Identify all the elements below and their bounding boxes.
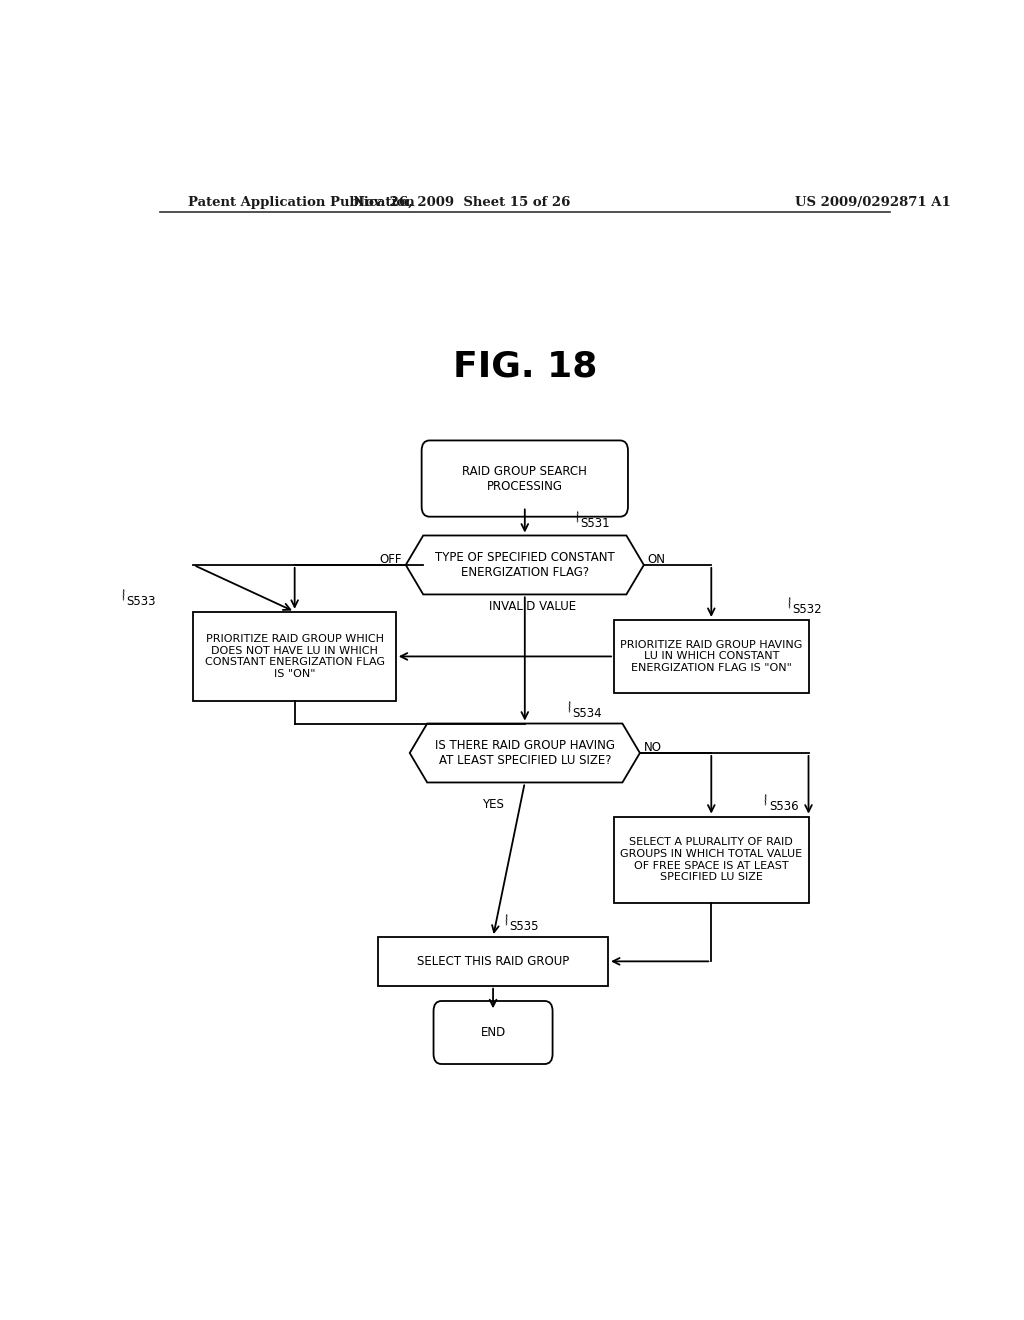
Polygon shape (410, 723, 640, 783)
Text: SELECT A PLURALITY OF RAID
GROUPS IN WHICH TOTAL VALUE
OF FREE SPACE IS AT LEAST: SELECT A PLURALITY OF RAID GROUPS IN WHI… (621, 837, 803, 882)
Text: /: / (503, 913, 510, 927)
Bar (614, 817, 809, 903)
Text: /: / (574, 510, 582, 523)
Bar (614, 620, 809, 693)
Text: TYPE OF SPECIFIED CONSTANT
ENERGIZATION FLAG?: TYPE OF SPECIFIED CONSTANT ENERGIZATION … (435, 550, 614, 579)
Text: ON: ON (648, 553, 666, 566)
FancyBboxPatch shape (422, 441, 628, 516)
Text: /: / (120, 587, 127, 602)
Text: /: / (566, 700, 573, 713)
Text: YES: YES (482, 799, 504, 812)
Text: S535: S535 (509, 920, 539, 933)
Text: OFF: OFF (379, 553, 401, 566)
Text: END: END (480, 1026, 506, 1039)
Text: Nov. 26, 2009  Sheet 15 of 26: Nov. 26, 2009 Sheet 15 of 26 (352, 197, 570, 209)
Text: US 2009/0292871 A1: US 2009/0292871 A1 (795, 197, 950, 209)
Text: S533: S533 (126, 595, 156, 609)
Bar (194, 611, 396, 701)
Text: S532: S532 (793, 603, 822, 616)
FancyBboxPatch shape (433, 1001, 553, 1064)
Text: INVALID VALUE: INVALID VALUE (489, 601, 577, 612)
Text: S536: S536 (769, 800, 799, 813)
Text: /: / (763, 792, 770, 807)
Text: /: / (786, 595, 794, 610)
Text: IS THERE RAID GROUP HAVING
AT LEAST SPECIFIED LU SIZE?: IS THERE RAID GROUP HAVING AT LEAST SPEC… (435, 739, 614, 767)
Text: S534: S534 (572, 706, 602, 719)
Text: Patent Application Publication: Patent Application Publication (187, 197, 415, 209)
Text: NO: NO (644, 742, 662, 755)
Polygon shape (406, 536, 644, 594)
Text: FIG. 18: FIG. 18 (453, 350, 597, 384)
Text: PRIORITIZE RAID GROUP HAVING
LU IN WHICH CONSTANT
ENERGIZATION FLAG IS "ON": PRIORITIZE RAID GROUP HAVING LU IN WHICH… (621, 640, 803, 673)
Text: S531: S531 (581, 517, 610, 529)
Text: SELECT THIS RAID GROUP: SELECT THIS RAID GROUP (417, 954, 569, 968)
Text: RAID GROUP SEARCH
PROCESSING: RAID GROUP SEARCH PROCESSING (463, 465, 587, 492)
Bar (378, 937, 608, 986)
Text: PRIORITIZE RAID GROUP WHICH
DOES NOT HAVE LU IN WHICH
CONSTANT ENERGIZATION FLAG: PRIORITIZE RAID GROUP WHICH DOES NOT HAV… (205, 634, 385, 678)
